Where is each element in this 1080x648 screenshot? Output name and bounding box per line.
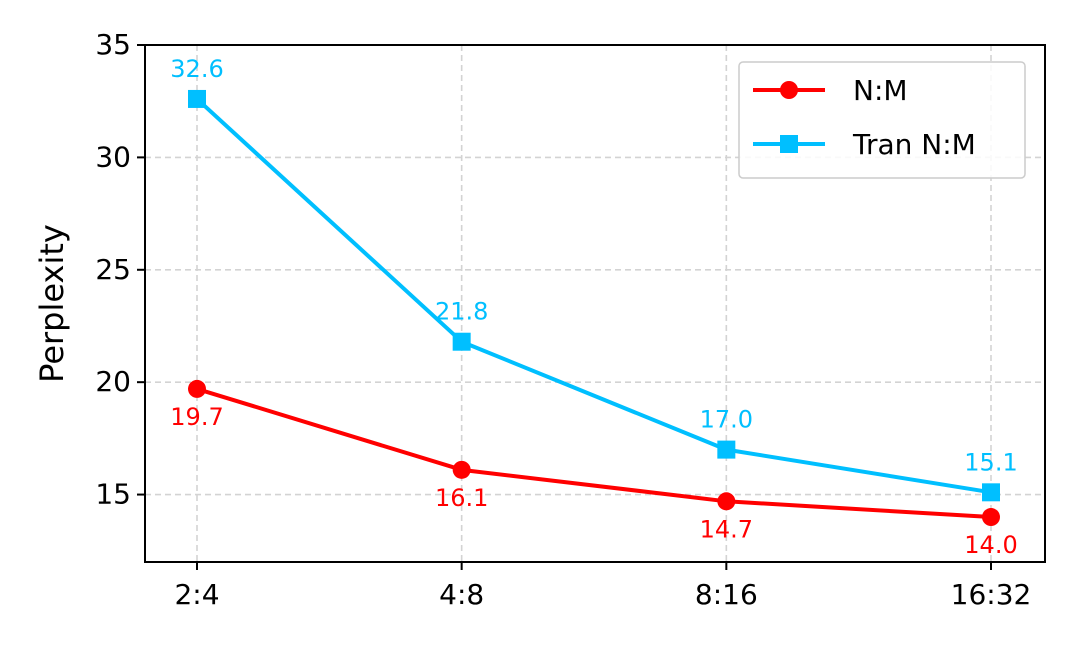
y-tick-label: 15 [95, 478, 131, 511]
series-line [196, 387, 992, 520]
data-point [717, 492, 736, 511]
y-tick-label: 20 [95, 365, 131, 398]
data-label: 15.1 [964, 448, 1017, 476]
y-tick-label: 25 [95, 253, 131, 286]
legend-item: N:M [753, 74, 908, 107]
data-point [188, 89, 206, 108]
y-tick-label: 30 [95, 140, 131, 173]
data-label: 14.7 [700, 515, 753, 543]
legend-marker [780, 135, 798, 153]
legend: N:M Tran N:M [738, 61, 1026, 179]
series-2 [188, 89, 1000, 502]
data-label: 17.0 [700, 406, 753, 434]
data-point [452, 332, 471, 351]
data-point [717, 440, 736, 459]
data-label: 14.0 [964, 531, 1017, 559]
legend-label: N:M [853, 74, 908, 107]
data-label: 16.1 [435, 484, 488, 512]
data-point [982, 508, 1000, 527]
x-tick-label: 2:4 [174, 578, 219, 611]
series-layer [188, 89, 1000, 527]
data-label: 21.8 [435, 298, 488, 326]
x-tick-label: 4:8 [439, 578, 484, 611]
plot-frame [144, 44, 1046, 563]
series-line [195, 97, 992, 495]
y-tick-label: 35 [95, 28, 131, 61]
x-tick-label: 16:32 [951, 578, 1032, 611]
series-1 [188, 379, 1000, 527]
data-labels: 19.7 16.1 14.7 14.0 32.6 21.8 17.0 15.1 [170, 55, 1017, 559]
axes: 2:4 4:8 8:16 16:32 15 20 25 30 35 [95, 28, 1031, 611]
data-point [982, 483, 1000, 502]
x-tick-label: 8:16 [695, 578, 758, 611]
legend-label: Tran N:M [852, 128, 976, 161]
legend-item: Tran N:M [753, 128, 976, 161]
data-label: 32.6 [170, 55, 223, 83]
legend-marker [780, 81, 798, 99]
data-label: 19.7 [170, 403, 223, 431]
data-point [452, 460, 471, 479]
data-point [188, 379, 206, 398]
y-axis-label: Perplexity [33, 224, 71, 383]
